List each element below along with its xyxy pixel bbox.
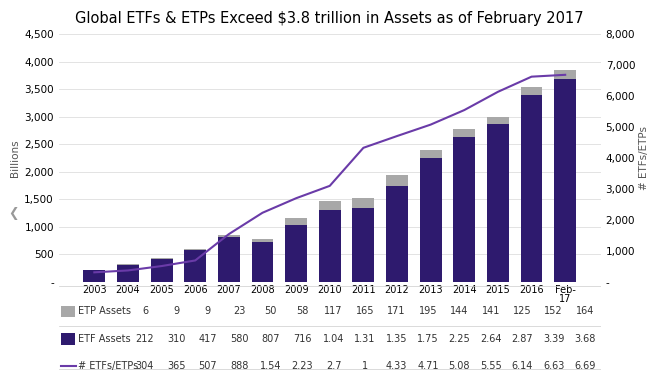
Text: 807: 807 bbox=[261, 333, 280, 344]
Text: 3.39: 3.39 bbox=[543, 333, 564, 344]
Text: 9: 9 bbox=[173, 306, 180, 316]
Bar bbox=[554, 70, 576, 79]
Text: # ETFs/ETPs: # ETFs/ETPs bbox=[78, 361, 138, 371]
Bar bbox=[151, 259, 172, 282]
Text: 4.71: 4.71 bbox=[417, 361, 439, 371]
Text: 212: 212 bbox=[136, 333, 154, 344]
Text: 2.23: 2.23 bbox=[291, 361, 313, 371]
Bar bbox=[353, 208, 374, 282]
Text: ❮: ❮ bbox=[8, 207, 18, 220]
Text: 23: 23 bbox=[233, 306, 246, 316]
Text: 195: 195 bbox=[419, 306, 437, 316]
Bar bbox=[520, 87, 543, 95]
Text: 1.75: 1.75 bbox=[417, 333, 439, 344]
Text: 417: 417 bbox=[199, 333, 217, 344]
Text: 888: 888 bbox=[230, 361, 248, 371]
Bar bbox=[554, 79, 576, 282]
Bar bbox=[420, 150, 441, 158]
Text: 2.64: 2.64 bbox=[480, 333, 502, 344]
Bar bbox=[117, 264, 139, 265]
Y-axis label: # ETFs/ETPs: # ETFs/ETPs bbox=[639, 126, 649, 190]
Text: 365: 365 bbox=[167, 361, 185, 371]
Text: 6.14: 6.14 bbox=[511, 361, 533, 371]
Text: 125: 125 bbox=[513, 306, 532, 316]
Text: 2.87: 2.87 bbox=[511, 333, 533, 344]
Bar bbox=[353, 198, 374, 208]
Text: 1.54: 1.54 bbox=[260, 361, 281, 371]
Text: 1: 1 bbox=[362, 361, 368, 371]
Bar bbox=[218, 237, 240, 282]
Bar bbox=[319, 210, 341, 282]
Text: 1.31: 1.31 bbox=[355, 333, 375, 344]
Text: 144: 144 bbox=[450, 306, 468, 316]
Text: 2.7: 2.7 bbox=[326, 361, 342, 371]
Text: 5.08: 5.08 bbox=[449, 361, 470, 371]
Title: Global ETFs & ETPs Exceed $3.8 trillion in Assets as of February 2017: Global ETFs & ETPs Exceed $3.8 trillion … bbox=[76, 11, 584, 26]
Bar bbox=[420, 158, 441, 282]
Bar bbox=[386, 186, 408, 282]
Bar bbox=[487, 117, 509, 124]
Text: 1.35: 1.35 bbox=[386, 333, 407, 344]
FancyBboxPatch shape bbox=[61, 306, 75, 317]
Text: ETP Assets: ETP Assets bbox=[78, 306, 131, 316]
Bar bbox=[218, 235, 240, 237]
Text: 164: 164 bbox=[576, 306, 594, 316]
Text: 4.33: 4.33 bbox=[386, 361, 407, 371]
Text: 6: 6 bbox=[142, 306, 148, 316]
Text: 9: 9 bbox=[205, 306, 211, 316]
Text: 507: 507 bbox=[199, 361, 217, 371]
Bar bbox=[84, 270, 105, 282]
Text: 580: 580 bbox=[230, 333, 249, 344]
Text: 2.25: 2.25 bbox=[449, 333, 470, 344]
Bar bbox=[117, 265, 139, 282]
Text: 165: 165 bbox=[356, 306, 374, 316]
Text: 50: 50 bbox=[264, 306, 277, 316]
Bar bbox=[319, 201, 341, 210]
Text: 58: 58 bbox=[296, 306, 308, 316]
Text: 1.04: 1.04 bbox=[323, 333, 344, 344]
Bar bbox=[285, 224, 307, 282]
Bar bbox=[285, 218, 307, 224]
FancyBboxPatch shape bbox=[61, 333, 75, 345]
Bar bbox=[453, 129, 475, 136]
Bar bbox=[251, 242, 274, 282]
Text: 117: 117 bbox=[325, 306, 343, 316]
Text: 5.55: 5.55 bbox=[480, 361, 502, 371]
Text: 3.68: 3.68 bbox=[575, 333, 596, 344]
Bar bbox=[487, 124, 509, 282]
Text: 152: 152 bbox=[545, 306, 563, 316]
Bar bbox=[184, 250, 206, 282]
Text: 6.69: 6.69 bbox=[575, 361, 596, 371]
Text: 716: 716 bbox=[293, 333, 311, 344]
Bar bbox=[386, 175, 408, 186]
Y-axis label: Billions: Billions bbox=[10, 139, 20, 177]
Bar bbox=[251, 239, 274, 242]
Bar bbox=[151, 258, 172, 259]
Text: 171: 171 bbox=[387, 306, 406, 316]
Bar bbox=[184, 248, 206, 250]
Text: 310: 310 bbox=[167, 333, 185, 344]
Text: 6.63: 6.63 bbox=[543, 361, 564, 371]
Bar bbox=[520, 95, 543, 282]
Text: 141: 141 bbox=[481, 306, 500, 316]
Text: ETF Assets: ETF Assets bbox=[78, 333, 131, 344]
Text: 304: 304 bbox=[136, 361, 154, 371]
Bar bbox=[453, 136, 475, 282]
